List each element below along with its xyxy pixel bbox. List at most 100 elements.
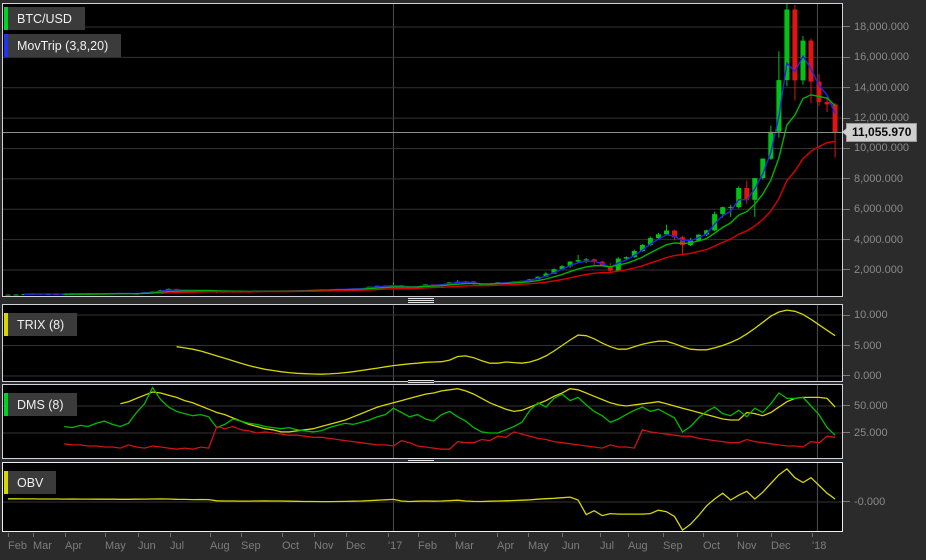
candle-body xyxy=(800,40,806,81)
time-tick xyxy=(138,533,139,537)
indicator-line xyxy=(160,140,836,294)
trix-indicator-panel[interactable]: TRIX (8) xyxy=(2,304,843,382)
indicator-line xyxy=(64,94,836,295)
candle-body xyxy=(672,230,677,238)
time-tick-label: '17 xyxy=(388,540,403,552)
axis-tick-label: 18,000.000 xyxy=(854,20,910,33)
movtrip-color-bar xyxy=(4,34,8,57)
axis-tick-dash xyxy=(843,26,850,28)
movtrip-indicator-chip[interactable]: MovTrip (3,8,20) xyxy=(4,34,122,57)
trix-line-chart xyxy=(3,305,842,381)
time-tick xyxy=(388,533,389,537)
time-tick-label: Nov xyxy=(737,540,757,552)
time-tick-label: Jul xyxy=(170,540,185,552)
time-tick xyxy=(737,533,738,537)
axis-tick-dash xyxy=(843,405,850,407)
time-tick xyxy=(771,533,772,537)
dms-indicator-chip[interactable]: DMS (8) xyxy=(4,393,77,416)
dms-indicator-panel[interactable]: DMS (8) xyxy=(2,384,843,459)
axis-tick-dash xyxy=(843,432,850,434)
time-tick-label: Jun xyxy=(562,540,580,552)
price-axis-rail[interactable]: 11,055.970 18,000.000 16,000.000 14,000.00… xyxy=(842,0,926,560)
obv-indicator-chip[interactable]: OBV xyxy=(4,471,57,494)
time-tick xyxy=(170,533,171,537)
candle-body xyxy=(736,188,742,207)
panel-resize-handle[interactable] xyxy=(408,380,434,385)
candle-body xyxy=(664,230,669,235)
axis-tick-dash xyxy=(843,314,850,316)
panel-resize-handle[interactable] xyxy=(408,458,434,463)
time-tick xyxy=(8,533,9,537)
obv-label: OBV xyxy=(17,475,44,490)
indicator-line xyxy=(120,388,836,433)
trix-color-bar xyxy=(4,313,8,336)
axis-tick-dash xyxy=(843,269,850,271)
candle-body xyxy=(631,251,637,258)
candle-body xyxy=(768,131,774,159)
candle-body xyxy=(792,9,798,81)
time-tick-label: Mar xyxy=(455,540,474,552)
time-tick xyxy=(562,533,563,537)
price-candlestick-chart xyxy=(3,4,842,296)
indicator-line xyxy=(176,309,836,375)
candle-body xyxy=(808,40,814,82)
obv-indicator-panel[interactable]: OBV xyxy=(2,462,843,532)
time-tick xyxy=(600,533,601,537)
time-axis[interactable]: Feb Mar Apr May Jun Jul Aug Sep Oct Nov Dec '17 Feb M… xyxy=(0,532,843,560)
axis-tick-label: 10,000.000 xyxy=(854,142,910,155)
time-tick-label: Feb xyxy=(418,540,437,552)
symbol-color-bar xyxy=(4,7,8,30)
movtrip-label: MovTrip (3,8,20) xyxy=(17,38,109,53)
time-tick-label: '18 xyxy=(812,540,827,552)
axis-tick-dash xyxy=(843,501,850,503)
time-tick-label: Jul xyxy=(600,540,615,552)
candle-body xyxy=(5,294,11,296)
candle-body xyxy=(832,104,838,133)
trix-indicator-chip[interactable]: TRIX (8) xyxy=(4,313,78,336)
time-tick xyxy=(210,533,211,537)
axis-tick-dash xyxy=(843,345,850,346)
time-tick xyxy=(105,533,106,537)
time-tick-label: Sep xyxy=(663,540,683,552)
candle-body xyxy=(551,269,557,274)
last-price-value: 11,055.970 xyxy=(852,125,912,140)
axis-tick-dash xyxy=(843,147,850,149)
candle-body xyxy=(784,9,790,81)
axis-tick-label: 14,000.000 xyxy=(854,81,910,94)
axis-tick-label: 25.000 xyxy=(854,426,888,439)
price-chart-panel[interactable]: BTC/USD MovTrip (3,8,20) xyxy=(2,3,843,297)
axis-tick-dash xyxy=(843,239,850,241)
time-tick-label: Aug xyxy=(210,540,230,552)
obv-line-chart xyxy=(3,463,842,531)
candle-body xyxy=(760,158,766,178)
time-tick-label: Feb xyxy=(8,540,27,552)
symbol-chip[interactable]: BTC/USD xyxy=(4,7,85,30)
dms-color-bar xyxy=(4,393,8,416)
axis-tick-dash xyxy=(843,208,850,210)
candle-body xyxy=(728,206,734,208)
axis-tick-dash xyxy=(843,117,850,119)
axis-tick-dash xyxy=(843,178,850,180)
badge-arrow-icon xyxy=(842,128,847,137)
indicator-line xyxy=(8,468,836,531)
time-tick xyxy=(812,533,813,537)
axis-tick-label: 5.000 xyxy=(854,339,882,352)
candle-body xyxy=(575,260,581,262)
time-tick xyxy=(528,533,529,537)
candle-body xyxy=(744,188,750,200)
candle-body xyxy=(816,81,822,103)
candle-body xyxy=(647,238,653,245)
candle-body xyxy=(21,294,27,295)
panel-resize-handle[interactable] xyxy=(408,298,434,303)
time-tick-label: Apr xyxy=(497,540,515,552)
candle-body xyxy=(591,259,597,262)
axis-tick-label: 2,000.000 xyxy=(854,263,903,276)
time-tick xyxy=(65,533,66,537)
obv-color-bar xyxy=(4,471,8,494)
candle-body xyxy=(543,273,549,277)
axis-tick-label: 0.000 xyxy=(854,369,882,382)
last-price-badge: 11,055.970 xyxy=(842,123,918,143)
axis-tick-label: 4,000.000 xyxy=(854,233,903,246)
time-tick-label: Mar xyxy=(33,540,52,552)
